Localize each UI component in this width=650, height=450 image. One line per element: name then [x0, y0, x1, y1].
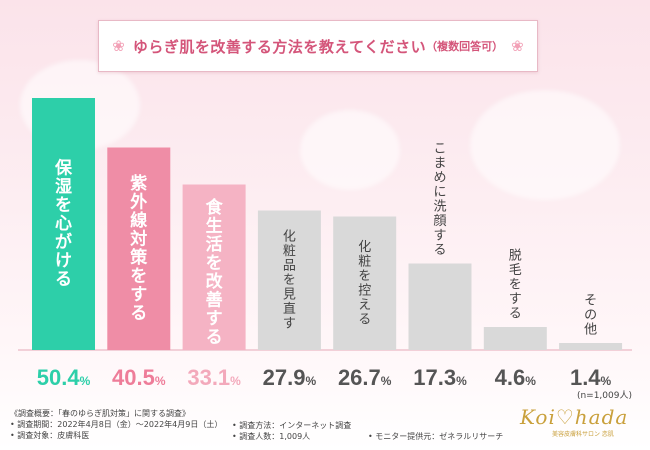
sample-size-note: (n=1,009人) — [577, 390, 632, 401]
survey-method: • 調査方法：インターネット調査 — [232, 421, 352, 430]
bar-3 — [182, 184, 246, 350]
bar-8 — [559, 343, 623, 350]
category-label-2: 紫外線対策をする — [129, 173, 148, 324]
bar-1 — [32, 98, 95, 350]
survey-monitor: • モニター提供元：ゼネラルリサーチ — [368, 432, 504, 441]
sakura-icon: ❀ — [112, 37, 125, 55]
chart-title: ゆらぎ肌を改善する方法を教えてください — [132, 37, 427, 56]
category-label-7: 脱毛をする — [509, 249, 522, 322]
chart-title-box: ❀ ゆらぎ肌を改善する方法を教えてください （複数回答可） ❀ — [98, 20, 538, 72]
survey-summary: 《調査概要：「春のゆらぎ肌対策」に関する調査》 • 調査期間：2022年4月8日… — [10, 408, 222, 441]
bar-5 — [333, 216, 397, 350]
survey-count: • 調査人数：1,009人 — [232, 432, 311, 441]
survey-method-block: • 調査方法：インターネット調査 • 調査人数：1,009人 — [232, 420, 351, 442]
category-label-5: 化粧を控える — [358, 240, 371, 327]
survey-target: • 調査対象：皮膚科医 — [10, 431, 90, 440]
blossom-decoration — [300, 110, 400, 190]
category-label-8: その他 — [584, 294, 597, 338]
logo-text: Koi♡hada — [520, 405, 629, 429]
chart-subtitle: （複数回答可） — [426, 40, 504, 53]
bar-2 — [107, 147, 171, 350]
bar-7 — [483, 327, 547, 350]
category-label-6: こまめに洗顔する — [433, 142, 446, 258]
blossom-decoration — [470, 90, 620, 200]
logo-subtext: 美容皮膚科サロン 恋肌 — [552, 431, 614, 438]
value-label-1: 50.4% — [37, 365, 91, 390]
value-label-5: 26.7% — [338, 365, 392, 390]
category-label-4: 化粧品を見直す — [283, 230, 296, 332]
value-label-7: 4.6% — [495, 365, 537, 390]
sakura-icon: ❀ — [511, 37, 524, 55]
category-label-1: 保湿を心がける — [54, 158, 73, 290]
value-label-8: 1.4% — [570, 365, 612, 390]
category-label-3: 食生活を改善する — [206, 197, 224, 348]
survey-period: • 調査期間：2022年4月8日（金）〜2022年4月9日（土） — [10, 420, 223, 429]
value-label-4: 27.9% — [263, 365, 317, 390]
bar-6 — [408, 263, 472, 350]
brand-logo: Koi♡hada 美容皮膚科サロン 恋肌 — [520, 405, 640, 445]
value-label-3: 33.1% — [187, 365, 241, 390]
value-label-2: 40.5% — [112, 365, 166, 390]
bar-4 — [257, 210, 321, 350]
value-label-6: 17.3% — [413, 365, 467, 390]
survey-heading: 《調査概要：「春のゆらぎ肌対策」に関する調査》 — [10, 409, 190, 418]
